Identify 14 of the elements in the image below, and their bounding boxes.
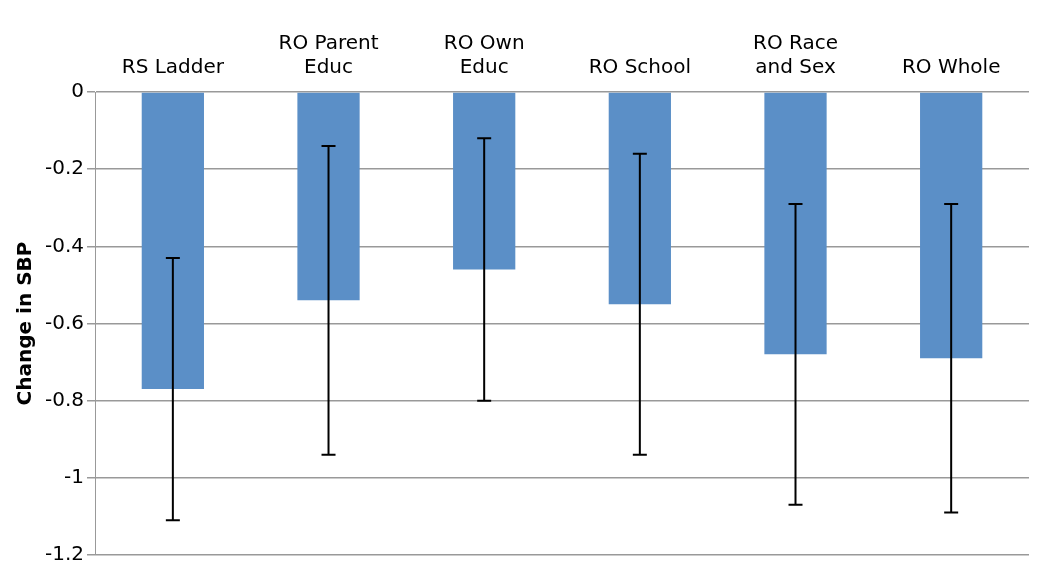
y-axis-title: Change in SBP bbox=[12, 241, 37, 406]
x-tick-label: RO Own Educ bbox=[443, 30, 525, 79]
x-tick-label: RO Whole bbox=[901, 54, 1001, 79]
y-tick-label: -1 bbox=[64, 464, 85, 489]
y-tick-label: -0.2 bbox=[44, 155, 85, 180]
y-tick-label: 0 bbox=[71, 78, 85, 103]
y-tick-label: -1.2 bbox=[44, 541, 85, 566]
y-tick-label: -0.6 bbox=[44, 309, 85, 334]
x-tick-label: RO Parent Educ bbox=[278, 30, 379, 79]
y-tick-label: -0.8 bbox=[44, 386, 85, 411]
x-tick-label: RS Ladder bbox=[121, 54, 225, 79]
x-tick-label: RO School bbox=[588, 54, 692, 79]
x-tick-label: RO Race and Sex bbox=[753, 30, 839, 79]
y-tick-label: -0.4 bbox=[44, 232, 85, 257]
